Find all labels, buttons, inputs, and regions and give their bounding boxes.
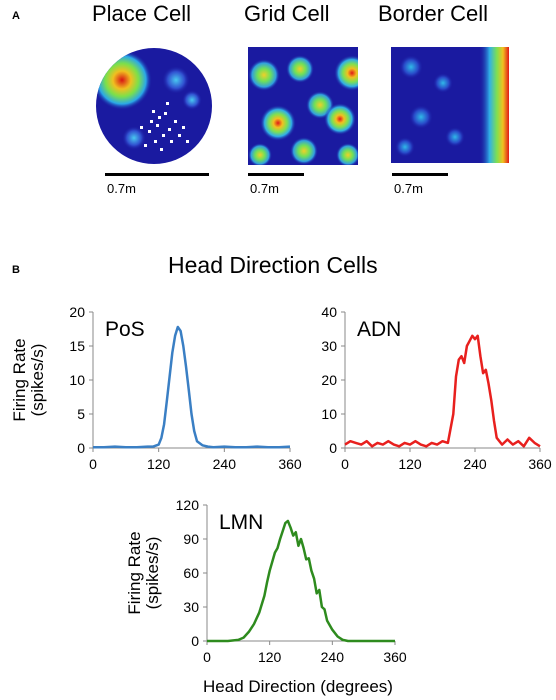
lmn-y-tick-label: 120 bbox=[176, 497, 200, 513]
lmn-y-tick-label: 90 bbox=[183, 531, 199, 547]
adn-y-tick-label: 20 bbox=[321, 372, 337, 388]
adn-y-tick-label: 30 bbox=[321, 338, 337, 354]
lmn-x-tick-label: 0 bbox=[203, 649, 211, 665]
pos-y-tick-label: 0 bbox=[77, 440, 85, 456]
place-cell-scalebar bbox=[105, 173, 209, 176]
lmn-series-label: LMN bbox=[219, 511, 263, 534]
pos-series-label: PoS bbox=[105, 318, 145, 341]
adn-y-tick-label: 40 bbox=[321, 304, 337, 320]
head-direction-xlabel: Head Direction (degrees) bbox=[203, 677, 393, 696]
grid-cell-title: Grid Cell bbox=[244, 1, 330, 26]
lmn-series-line bbox=[207, 519, 395, 643]
grid-cell-map bbox=[248, 47, 358, 165]
pos-x-tick-label: 240 bbox=[213, 456, 237, 472]
lmn-ylabel-line2: (spikes/s) bbox=[143, 537, 162, 610]
lmn-x-tick-label: 120 bbox=[258, 649, 282, 665]
adn-x-tick-label: 120 bbox=[398, 456, 422, 472]
place-cell-map bbox=[96, 48, 212, 164]
pos-y-tick-label: 20 bbox=[69, 304, 85, 320]
adn-x-tick-label: 360 bbox=[528, 456, 552, 472]
border-cell-scale-label: 0.7m bbox=[394, 181, 423, 196]
pos-y-tick-label: 5 bbox=[77, 406, 85, 422]
adn-y-tick-label: 10 bbox=[321, 406, 337, 422]
border-cell-map bbox=[391, 47, 509, 163]
pos-x-tick-label: 360 bbox=[278, 456, 302, 472]
pos-ylabel-line2: (spikes/s) bbox=[28, 344, 47, 417]
adn-x-tick-label: 0 bbox=[341, 456, 349, 472]
grid-cell-scale-label: 0.7m bbox=[250, 181, 279, 196]
lmn-ylabel-line1: Firing Rate bbox=[125, 531, 144, 614]
place-cell-title: Place Cell bbox=[92, 1, 192, 26]
pos-x-tick-label: 120 bbox=[147, 456, 171, 472]
adn-x-tick-label: 240 bbox=[463, 456, 487, 472]
lmn-y-tick-label: 60 bbox=[183, 565, 199, 581]
border-cell-scalebar bbox=[392, 173, 448, 176]
adn-series-line bbox=[344, 334, 541, 448]
pos-y-tick-label: 10 bbox=[69, 372, 85, 388]
head-direction-title: Head Direction Cells bbox=[168, 252, 378, 278]
lmn-x-tick-label: 360 bbox=[383, 649, 407, 665]
place-cell-scale-label: 0.7m bbox=[107, 181, 136, 196]
adn-series-label: ADN bbox=[357, 318, 401, 341]
panel-b-letter: B bbox=[12, 264, 20, 276]
pos-x-tick-label: 0 bbox=[89, 456, 97, 472]
panel-a-letter: A bbox=[12, 10, 20, 22]
pos-y-tick-label: 15 bbox=[69, 338, 85, 354]
pos-ylabel-line1: Firing Rate bbox=[10, 338, 29, 421]
grid-cell-scalebar bbox=[248, 173, 304, 176]
lmn-y-tick-label: 30 bbox=[183, 599, 199, 615]
lmn-y-tick-label: 0 bbox=[191, 633, 199, 649]
border-cell-title: Border Cell bbox=[378, 1, 489, 26]
adn-y-tick-label: 0 bbox=[329, 440, 337, 456]
pos-series-line bbox=[93, 325, 291, 449]
lmn-x-tick-label: 240 bbox=[321, 649, 345, 665]
